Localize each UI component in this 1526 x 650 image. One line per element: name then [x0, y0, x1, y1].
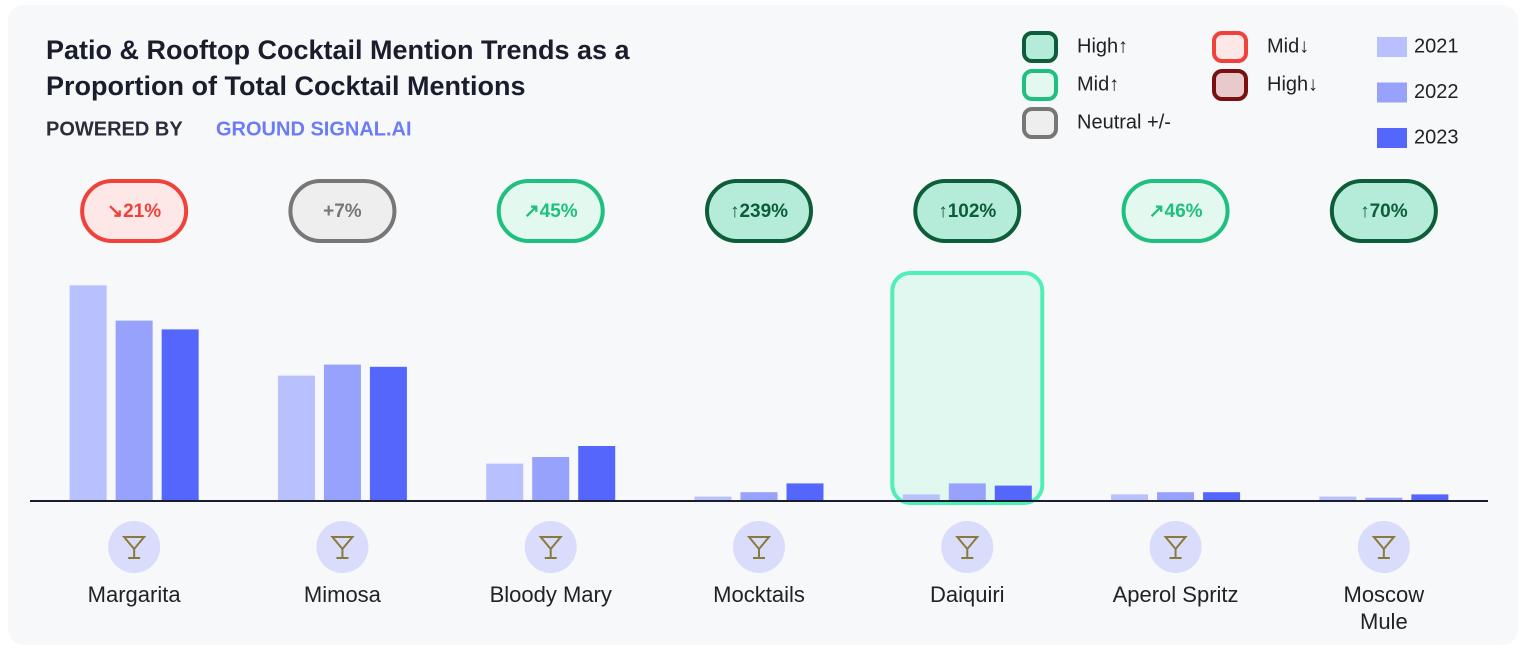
bar	[740, 492, 778, 501]
change-label: ↗46%	[1149, 201, 1203, 222]
bar	[1319, 496, 1357, 501]
legend-swatch	[1212, 31, 1248, 63]
bar	[578, 446, 616, 501]
x-tick-label: Margarita	[87, 582, 181, 607]
bar	[1365, 497, 1403, 501]
category-icon	[1149, 521, 1202, 573]
bar	[1111, 494, 1149, 501]
legend-label: Mid↑	[1077, 73, 1119, 95]
change-badge	[496, 179, 605, 243]
category-icon-glyph	[1163, 536, 1188, 559]
category-icon-glyph	[330, 536, 355, 559]
subtitle-prefix: POWERED BY	[46, 118, 183, 140]
legend-label: High↑	[1077, 35, 1128, 57]
legend-swatch	[1022, 69, 1058, 101]
legend-label: 2023	[1414, 126, 1459, 148]
category-icon-glyph	[955, 536, 980, 559]
bar	[277, 375, 315, 501]
category-icon	[316, 521, 369, 573]
change-badge	[288, 179, 397, 243]
legend-swatch	[1377, 37, 1407, 57]
legend-swatch	[1022, 107, 1058, 139]
change-badge	[705, 179, 813, 243]
change-label: ↘21%	[107, 201, 161, 222]
category-icon-glyph	[746, 536, 772, 559]
change-label: ↑239%	[730, 201, 788, 222]
change-badge	[913, 179, 1022, 243]
category-icon	[733, 521, 785, 573]
highlight-box	[890, 271, 1045, 505]
legend-swatch	[1212, 69, 1248, 101]
category-icon-glyph	[122, 536, 147, 559]
bar	[161, 329, 199, 501]
change-badge	[1121, 179, 1230, 243]
change-badge	[1329, 179, 1438, 243]
category-icon-glyph	[538, 536, 563, 559]
change-label: +7%	[323, 201, 362, 222]
bar	[786, 483, 824, 501]
category-icon	[941, 521, 994, 573]
bar	[69, 285, 107, 501]
change-label: ↗45%	[524, 201, 578, 222]
x-tick-label: Mocktails	[713, 582, 805, 607]
legend-label: 2021	[1414, 35, 1459, 57]
legend-swatch	[1377, 82, 1407, 103]
legend-swatch	[1377, 128, 1407, 148]
chart-title: Patio & Rooftop Cocktail Mention Trends …	[46, 35, 630, 101]
change-label: ↑102%	[938, 201, 996, 222]
change-label: ↑70%	[1360, 201, 1408, 222]
x-tick-label: Moscow Mule	[1343, 582, 1425, 634]
bar	[486, 463, 524, 501]
legend-swatch	[1022, 31, 1058, 63]
legend-label: Mid↓	[1267, 35, 1309, 57]
x-tick-label: Daiquiri	[929, 582, 1005, 607]
change-badge	[80, 179, 189, 243]
legend-label: 2022	[1414, 81, 1459, 103]
category-icon	[524, 521, 577, 573]
category-icon-glyph	[1371, 536, 1396, 559]
bar	[369, 366, 407, 501]
bar	[1157, 492, 1195, 501]
category-icon	[108, 521, 161, 573]
legend-label: High↓	[1267, 73, 1318, 95]
bar	[902, 494, 940, 501]
legend-label: Neutral +/-	[1077, 111, 1171, 133]
bar	[948, 483, 986, 501]
bar	[1203, 492, 1241, 501]
x-tick-label: Mimosa	[303, 582, 381, 607]
x-tick-label: Aperol Spritz	[1112, 582, 1239, 607]
subtitle-brand: GROUND SIGNAL.AI	[216, 118, 412, 140]
x-tick-label: Bloody Mary	[489, 582, 612, 607]
bar	[532, 457, 570, 501]
bar	[694, 496, 732, 501]
bar	[115, 320, 153, 501]
bar	[1411, 494, 1449, 501]
bar	[323, 364, 361, 501]
category-icon	[1357, 521, 1410, 573]
bar	[994, 485, 1032, 501]
